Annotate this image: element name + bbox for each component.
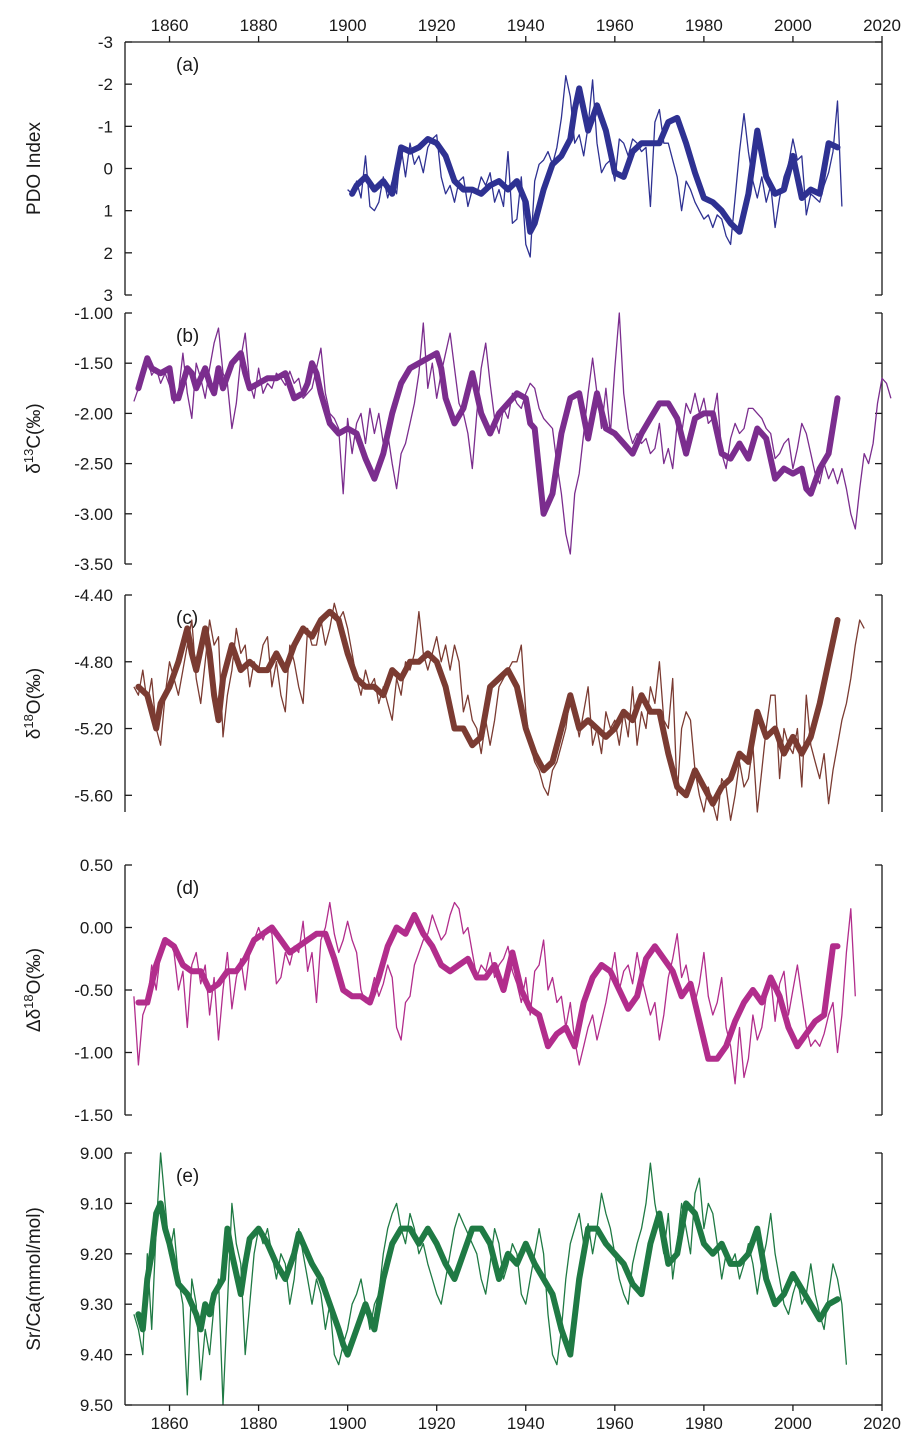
y-tick-label: -2.50 [74,455,113,474]
y-tick-label: 3 [104,286,113,305]
y-tick-label: 9.50 [80,1396,113,1415]
y-tick-label: 9.20 [80,1245,113,1264]
y-axis-label: Δδ18O(‰) [21,948,45,1032]
bottom-x-tick-label: 1880 [240,1414,278,1433]
smoothed-series-line [135,1200,841,1358]
bottom-x-tick-label: 2000 [774,1414,812,1433]
y-tick-label: -1.00 [74,304,113,323]
bottom-x-tick-label: 2020 [863,1414,901,1433]
y-tick-label: -3 [98,33,113,52]
panel-label: (a) [176,55,199,76]
y-tick-label: -1 [98,117,113,136]
panel-d: 0.50 0.00 -0.50 -1.00 -1.50 Δδ18O(‰) (d) [21,856,883,1125]
y-tick-label: -4.40 [74,586,113,605]
y-axis-label: δ18O(‰) [21,668,45,739]
top-x-axis: 1860 1880 1900 1920 1940 1960 1980 2000 2020 [125,16,901,43]
y-axis-label: Sr/Ca(mmol/mol) [24,1207,45,1351]
chart-panels: -3 -2 -1 0 1 2 3 PDO Index (a) -1.00 -1.50 -2.00 -2.… [21,33,892,1415]
bottom-x-tick-label: 1920 [418,1414,456,1433]
bottom-x-axis: 1860 1880 1900 1920 1940 1960 1980 2000 2020 [125,1404,901,1433]
bottom-x-tick-label: 1980 [685,1414,723,1433]
panel-label: (e) [176,1166,199,1187]
top-x-tick-label: 2000 [774,16,812,35]
y-tick-label: -1.00 [74,1044,113,1063]
top-x-tick-label: 1860 [151,16,189,35]
panel-label: (b) [176,326,199,347]
y-axis-label: δ13C(‰) [21,403,45,473]
bottom-x-tick-label: 1900 [329,1414,367,1433]
y-tick-label: -3.00 [74,505,113,524]
panel-a: -3 -2 -1 0 1 2 3 PDO Index (a) [24,33,883,305]
y-tick-label: 1 [104,202,113,221]
top-x-tick-label: 1900 [329,16,367,35]
y-tick-label: 9.30 [80,1295,113,1314]
panel-label: (d) [176,878,199,899]
y-tick-label: -5.20 [74,720,113,739]
y-tick-label: 9.10 [80,1194,113,1213]
y-tick-label: -1.50 [74,1106,113,1125]
y-tick-label: 0.00 [80,919,113,938]
top-x-tick-label: 1980 [685,16,723,35]
y-tick-label: 0.50 [80,856,113,875]
bottom-x-tick-label: 1960 [596,1414,634,1433]
y-tick-label: -2 [98,75,113,94]
bottom-x-tick-label: 1940 [507,1414,545,1433]
y-tick-label: 0 [104,160,113,179]
y-tick-label: 9.40 [80,1346,113,1365]
smoothed-series-line [135,350,841,517]
top-x-tick-label: 1960 [596,16,634,35]
y-tick-label: 2 [104,244,113,263]
top-x-tick-label: 1920 [418,16,456,35]
bottom-x-tick-label: 1860 [151,1414,189,1433]
top-x-tick-label: 1940 [507,16,545,35]
y-tick-label: -0.50 [74,981,113,1000]
top-x-tick-label: 1880 [240,16,278,35]
y-tick-label: 9.00 [80,1144,113,1163]
y-tick-label: -4.80 [74,653,113,672]
panel-b: -1.00 -1.50 -2.00 -2.50 -3.00 -3.50 δ13C(‰) (b) [21,304,892,574]
smoothed-series-line [135,912,841,1062]
y-tick-label: -5.60 [74,786,113,805]
top-x-tick-label: 2020 [863,16,901,35]
y-tick-label: -1.50 [74,354,113,373]
y-axis-label: PDO Index [24,122,45,215]
y-tick-label: -3.50 [74,555,113,574]
annual-series-line [133,312,892,555]
panel-e: 9.00 9.10 9.20 9.30 9.40 9.50 Sr/Ca(mmol/mol) (… [24,1144,883,1415]
smoothed-series-line [349,85,841,235]
y-tick-label: -2.00 [74,404,113,423]
smoothed-series-line [135,608,841,807]
annual-series-line [347,75,843,258]
